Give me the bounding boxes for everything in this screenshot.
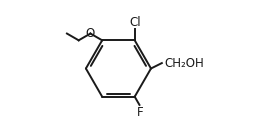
Text: CH₂OH: CH₂OH [164, 57, 204, 70]
Text: Cl: Cl [129, 16, 140, 29]
Text: F: F [137, 106, 143, 119]
Text: O: O [86, 27, 95, 40]
